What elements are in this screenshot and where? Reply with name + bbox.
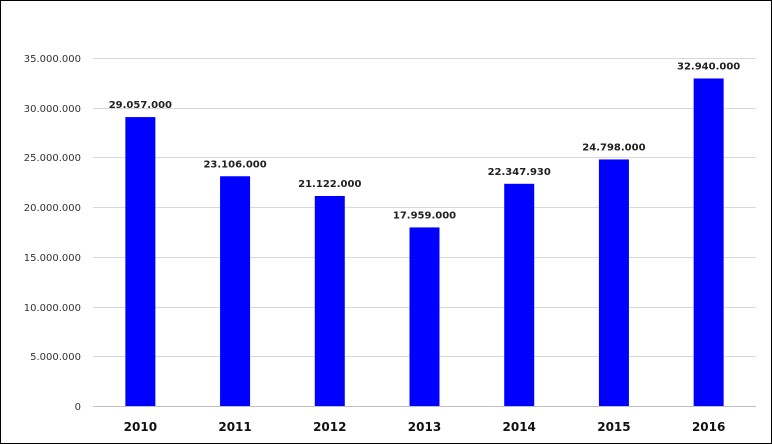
data-label: 17.959.000 bbox=[393, 210, 456, 221]
data-label: 32.940.000 bbox=[677, 61, 740, 72]
y-tick-label: 10.000.000 bbox=[24, 303, 81, 314]
bar bbox=[314, 195, 345, 406]
x-tick-label: 2014 bbox=[503, 420, 536, 434]
bar bbox=[409, 227, 440, 406]
bars bbox=[125, 78, 724, 407]
y-tick-label: 5.000.000 bbox=[30, 352, 81, 363]
x-axis-ticks: 2010 2011 2012 2013 2014 2015 2016 bbox=[124, 420, 726, 434]
data-labels: 29.057.000 23.106.000 21.122.000 17.959.000… bbox=[109, 61, 741, 221]
x-tick-label: 2016 bbox=[692, 420, 725, 434]
y-tick-label: 25.000.000 bbox=[24, 153, 81, 164]
x-tick-label: 2013 bbox=[408, 420, 441, 434]
bar bbox=[598, 159, 629, 406]
y-tick-label: 15.000.000 bbox=[24, 253, 81, 264]
y-tick-label: 0 bbox=[75, 402, 81, 413]
data-label: 24.798.000 bbox=[582, 142, 645, 153]
bar bbox=[693, 78, 724, 406]
x-tick-label: 2015 bbox=[597, 420, 630, 434]
bar bbox=[125, 117, 156, 407]
x-tick-label: 2010 bbox=[124, 420, 157, 434]
data-label: 21.122.000 bbox=[298, 179, 361, 190]
x-tick-label: 2012 bbox=[313, 420, 346, 434]
y-tick-label: 30.000.000 bbox=[24, 104, 81, 115]
data-label: 23.106.000 bbox=[203, 159, 266, 170]
y-tick-label: 20.000.000 bbox=[24, 203, 81, 214]
data-label: 29.057.000 bbox=[109, 100, 172, 111]
data-label: 22.347.930 bbox=[488, 167, 551, 178]
y-axis-ticks: 0 5.000.000 10.000.000 15.000.000 20.000.000… bbox=[24, 54, 81, 413]
bar bbox=[504, 183, 535, 406]
bar bbox=[220, 176, 251, 406]
x-tick-label: 2011 bbox=[218, 420, 251, 434]
y-tick-label: 35.000.000 bbox=[24, 54, 81, 65]
